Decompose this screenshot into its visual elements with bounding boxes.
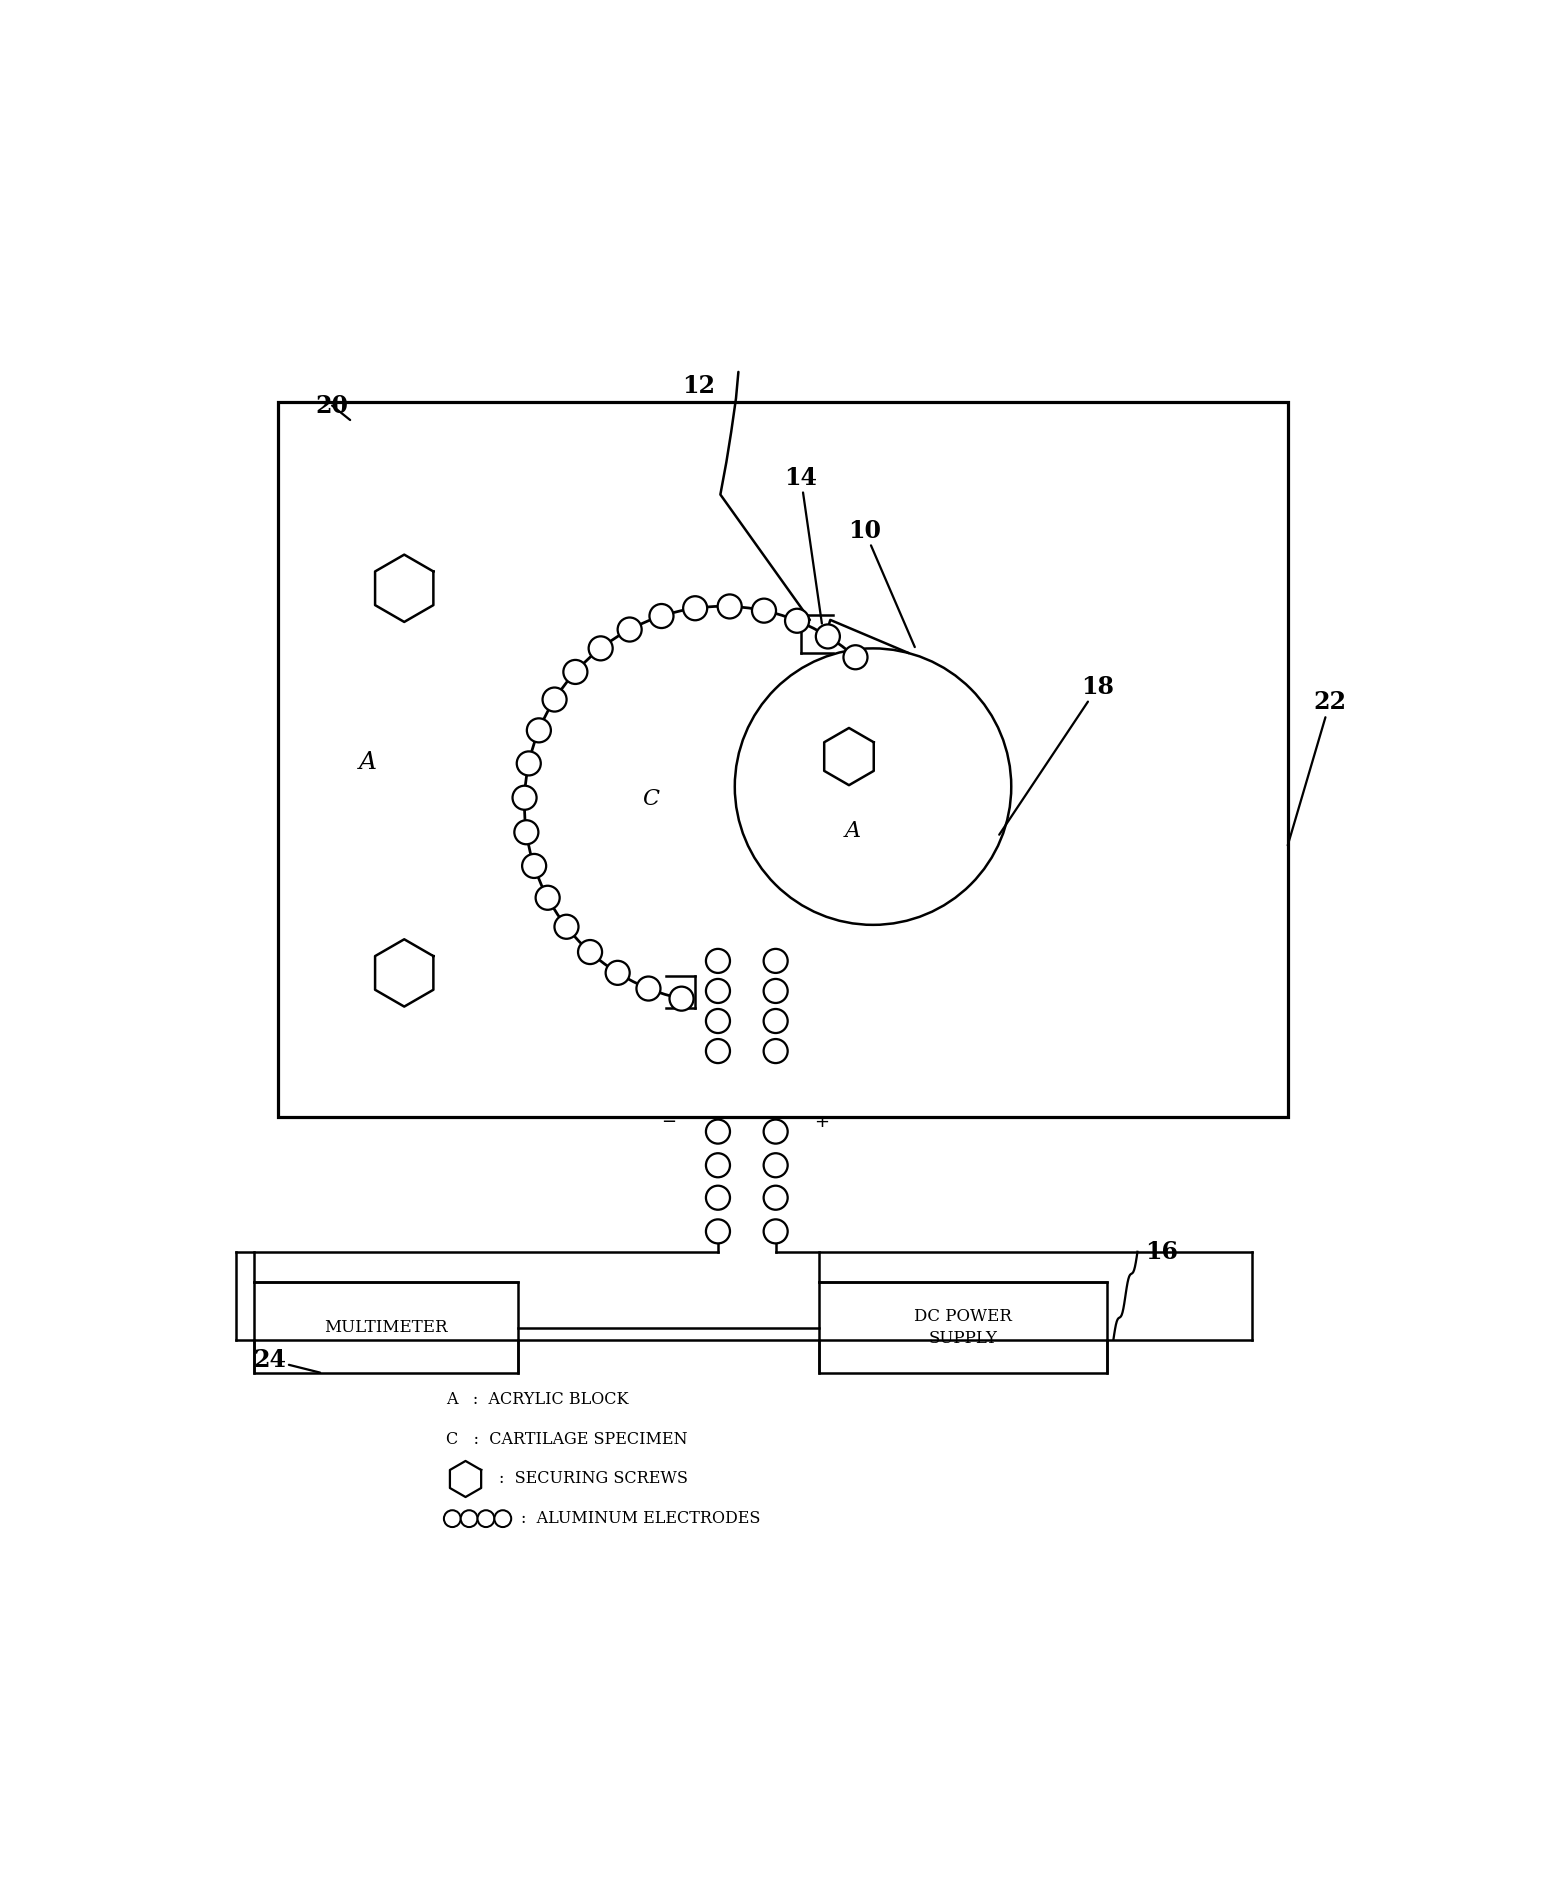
Bar bbox=[278, 402, 1287, 1118]
Text: −: − bbox=[661, 1112, 676, 1131]
Circle shape bbox=[706, 979, 731, 1003]
Circle shape bbox=[543, 688, 566, 712]
Polygon shape bbox=[824, 727, 873, 785]
Circle shape bbox=[650, 603, 673, 628]
Text: A   :  ACRYLIC BLOCK: A : ACRYLIC BLOCK bbox=[447, 1390, 628, 1407]
Text: 16: 16 bbox=[1145, 1240, 1179, 1265]
Text: C   :  CARTILAGE SPECIMEN: C : CARTILAGE SPECIMEN bbox=[447, 1430, 687, 1449]
Circle shape bbox=[516, 752, 541, 776]
Circle shape bbox=[763, 1039, 788, 1064]
Text: A: A bbox=[360, 752, 377, 774]
Circle shape bbox=[670, 986, 693, 1011]
Circle shape bbox=[706, 949, 731, 973]
Circle shape bbox=[636, 977, 661, 1000]
Circle shape bbox=[461, 1511, 478, 1528]
Circle shape bbox=[589, 637, 613, 660]
Text: A: A bbox=[845, 819, 861, 842]
Circle shape bbox=[706, 1219, 731, 1244]
Circle shape bbox=[706, 1039, 731, 1064]
Circle shape bbox=[763, 1186, 788, 1210]
Text: :  SECURING SCREWS: : SECURING SCREWS bbox=[499, 1471, 689, 1488]
Circle shape bbox=[763, 1154, 788, 1178]
Circle shape bbox=[444, 1511, 461, 1528]
Circle shape bbox=[763, 1009, 788, 1033]
Polygon shape bbox=[375, 940, 433, 1007]
Circle shape bbox=[682, 596, 707, 620]
Circle shape bbox=[495, 1511, 512, 1528]
Circle shape bbox=[763, 1219, 788, 1244]
Text: +: + bbox=[814, 1112, 828, 1131]
Text: 18: 18 bbox=[999, 675, 1114, 834]
Circle shape bbox=[563, 660, 588, 684]
Bar bbox=[254, 1283, 518, 1372]
Text: 24: 24 bbox=[253, 1347, 320, 1372]
Polygon shape bbox=[450, 1462, 481, 1498]
Circle shape bbox=[785, 609, 810, 633]
Text: :  ALUMINUM ELECTRODES: : ALUMINUM ELECTRODES bbox=[521, 1511, 760, 1528]
Circle shape bbox=[706, 1154, 731, 1178]
Circle shape bbox=[752, 599, 776, 622]
Bar bbox=[819, 1283, 1107, 1372]
Text: 12: 12 bbox=[682, 374, 715, 398]
Text: 22: 22 bbox=[1287, 690, 1346, 846]
Circle shape bbox=[718, 594, 741, 618]
Circle shape bbox=[706, 1009, 731, 1033]
Circle shape bbox=[763, 949, 788, 973]
Circle shape bbox=[816, 624, 841, 648]
Circle shape bbox=[554, 915, 579, 940]
Text: C: C bbox=[642, 787, 659, 810]
Circle shape bbox=[605, 960, 630, 985]
Circle shape bbox=[706, 1120, 731, 1144]
Circle shape bbox=[512, 785, 537, 810]
Circle shape bbox=[535, 885, 560, 909]
Circle shape bbox=[523, 853, 546, 877]
Text: DC POWER
SUPPLY: DC POWER SUPPLY bbox=[914, 1308, 1013, 1347]
Text: 10: 10 bbox=[848, 519, 915, 646]
Circle shape bbox=[515, 821, 538, 844]
Circle shape bbox=[844, 644, 867, 669]
Circle shape bbox=[478, 1511, 495, 1528]
Circle shape bbox=[617, 618, 642, 641]
Circle shape bbox=[763, 979, 788, 1003]
Text: 20: 20 bbox=[315, 393, 351, 421]
Circle shape bbox=[706, 1186, 731, 1210]
Polygon shape bbox=[375, 554, 433, 622]
Circle shape bbox=[527, 718, 551, 742]
Text: MULTIMETER: MULTIMETER bbox=[324, 1319, 448, 1336]
Text: 14: 14 bbox=[785, 466, 822, 624]
Circle shape bbox=[763, 1120, 788, 1144]
Circle shape bbox=[579, 940, 602, 964]
